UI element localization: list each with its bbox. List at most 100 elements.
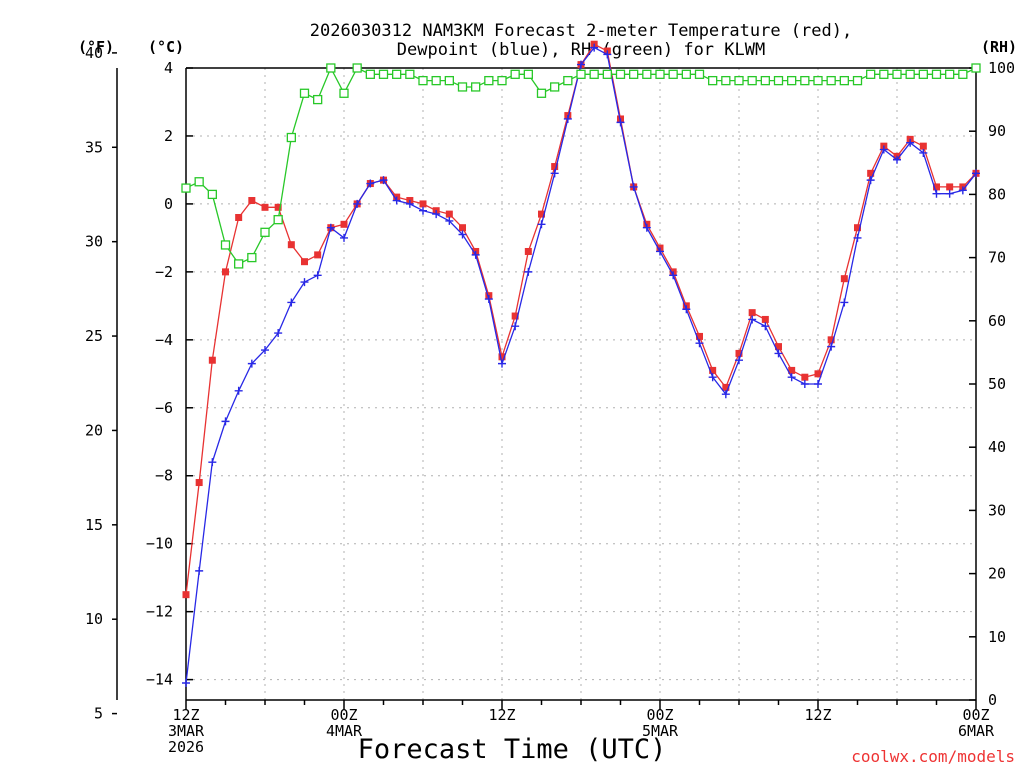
rh-point [260,227,270,237]
rh-point [826,75,836,86]
chart-title-line2: Dewpoint (blue), RH (green) for KLWM [397,40,765,60]
temperature-point [814,370,822,378]
rh-point [958,69,968,79]
rh-tick-label: 40 [988,438,1006,456]
temperature-point [340,220,348,228]
dewpoint-point [748,315,757,324]
dewpoint-point [814,380,822,388]
rh-point [299,88,310,98]
rh-point [576,69,586,79]
data-series [181,40,981,688]
rh-point [839,75,849,86]
temperature-point [538,210,545,218]
rh-point [286,132,296,143]
dewpoint-point [300,278,309,287]
temperature-point [301,258,308,266]
fahrenheit-tick-label: 30 [85,233,103,251]
rh-point [615,69,626,79]
dewpoint-point [774,349,783,358]
dewpoint-point [932,189,941,198]
dewpoint-point [577,60,585,69]
rh-tick-label: 10 [988,628,1006,646]
dewpoint-point [616,118,625,127]
rh-point [550,82,560,92]
fahrenheit-tick-label: 40 [85,44,103,62]
rh-point [787,75,797,86]
dewpoint-point [234,386,243,395]
rh-point [523,69,533,79]
temperature-point [287,241,295,249]
rh-point [207,189,217,200]
temperature-point [696,332,703,340]
rh-point [681,69,691,79]
rh-point [918,69,928,79]
celsius-tick-label: −2 [155,263,173,281]
dewpoint-point [195,566,204,575]
temperature-point [182,591,190,599]
celsius-tick-label: 0 [164,195,173,213]
rh-point [971,63,981,73]
rh-point [879,69,889,79]
dewpoint-point [629,182,638,191]
rh-tick-label: 60 [988,312,1006,330]
dewpoint-point [721,390,730,399]
x-tick-label: 00Z [962,706,989,724]
rh-point [747,75,757,86]
dewpoint-point [642,223,651,232]
dewpoint-point [208,458,217,467]
temperature-point [946,183,954,191]
rh-point [760,75,770,86]
dewpoint-point [326,223,335,232]
temperature-point [314,251,322,259]
rh-point [866,69,876,79]
celsius-tick-label: 2 [164,127,173,145]
rh-tick-label: 90 [988,122,1006,140]
celsius-tick-label: −6 [155,399,173,417]
dewpoint-point [340,233,348,242]
rh-point [457,82,468,92]
rh-point [852,75,863,86]
rh-tick-label: 70 [988,249,1006,267]
celsius-tick-label: 4 [164,59,173,77]
temperature-point [261,203,269,211]
temperature-point [919,142,927,150]
rh-point [326,63,336,73]
rh-point [773,75,784,86]
celsius-tick-label: −12 [146,603,173,621]
fahrenheit-tick-label: 20 [85,421,103,439]
rh-point [892,69,902,79]
dewpoint-point [471,250,480,259]
x-tick-label: 12Z [488,706,515,724]
dewpoint-point [511,322,520,331]
dewpoint-point [656,247,664,256]
dewpoint-point [353,199,362,208]
dewpoint-point [603,50,612,59]
temperature-line [185,43,977,595]
axes [116,67,977,701]
x-tick-label: 00Z [330,706,357,724]
dewpoint-point [563,114,572,123]
temperature-point [709,366,717,374]
rh-point [247,252,257,263]
temperature-point [867,169,875,177]
dewpoint-point [879,145,888,154]
dewpoint-point [840,298,849,307]
rh-point [536,88,547,98]
grid-lines [186,67,976,700]
temperature-point [827,336,835,344]
temperature-point [445,210,453,218]
rh-point [431,75,441,86]
dewpoint-point [919,148,928,157]
rh-tick-label: 80 [988,185,1006,203]
dewpoint-point [708,373,717,382]
x-tick-label: 2026 [168,738,204,756]
rh-point [181,183,191,193]
rh-point [589,69,599,79]
rh-point [734,75,744,86]
rh-point [365,69,375,79]
dewpoint-point [735,356,743,365]
fahrenheit-tick-label: 25 [85,327,103,345]
dewpoint-point [419,206,427,215]
rh-point [313,94,323,105]
rh-point [694,69,705,79]
